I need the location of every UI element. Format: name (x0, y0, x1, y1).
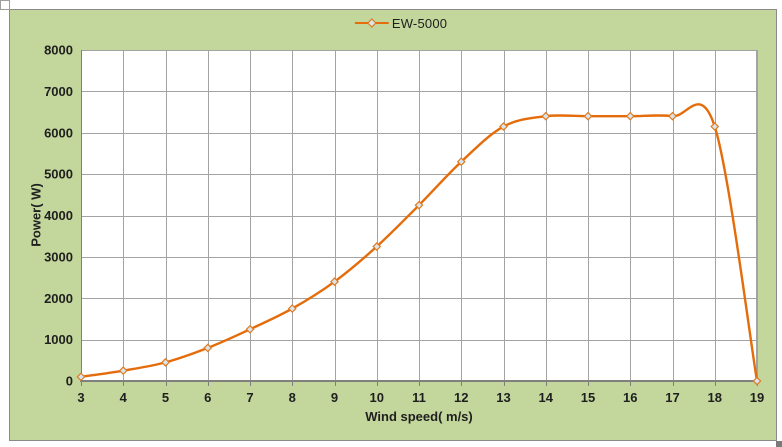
svg-text:5: 5 (162, 390, 169, 405)
data-point-marker[interactable] (245, 324, 255, 334)
data-point-marker[interactable] (583, 111, 593, 121)
svg-text:0: 0 (66, 374, 73, 389)
svg-text:14: 14 (539, 390, 554, 405)
x-axis-title: Wind speed( m/s) (365, 409, 473, 424)
svg-text:5000: 5000 (44, 167, 73, 182)
data-point-marker[interactable] (414, 200, 424, 210)
data-point-marker[interactable] (161, 357, 170, 367)
svg-text:12: 12 (454, 390, 468, 405)
svg-text:10: 10 (370, 390, 384, 405)
svg-text:3000: 3000 (44, 249, 73, 264)
svg-text:2000: 2000 (44, 291, 73, 306)
data-point-marker[interactable] (668, 111, 677, 121)
svg-text:7000: 7000 (44, 84, 73, 99)
chart-area[interactable]: 3 4 5 6 7 8 9 10 11 12 13 14 15 16 17 18 19 0 1000 2000 3000… (9, 9, 777, 441)
svg-text:7: 7 (246, 390, 253, 405)
data-point-marker[interactable] (499, 122, 508, 131)
data-point-marker[interactable] (710, 122, 720, 131)
svg-text:8: 8 (289, 390, 296, 405)
selection-handle-top-left[interactable] (0, 0, 10, 10)
data-point-marker[interactable] (625, 111, 635, 121)
data-point-marker[interactable] (752, 376, 762, 386)
svg-text:6: 6 (204, 390, 211, 405)
svg-text:4000: 4000 (44, 208, 73, 223)
legend-label: EW-5000 (391, 15, 448, 31)
legend[interactable]: EW-5000 (354, 15, 448, 31)
selection-handle-bottom-right[interactable] (776, 441, 782, 447)
data-point-marker[interactable] (456, 157, 466, 167)
data-point-marker[interactable] (330, 277, 339, 287)
chart-plot-svg: 3 4 5 6 7 8 9 10 11 12 13 14 15 16 17 18 19 0 1000 2000 3000… (44, 43, 764, 406)
svg-text:9: 9 (331, 390, 338, 405)
x-tick-labels: 3 4 5 6 7 8 9 10 11 12 13 14 15 16 17 18 19 (77, 390, 764, 405)
data-point-marker[interactable] (118, 366, 128, 376)
svg-text:8000: 8000 (44, 43, 73, 58)
y-axis-title: Power( W) (28, 183, 44, 247)
legend-series-sample-icon (354, 18, 389, 28)
data-point-marker[interactable] (372, 242, 382, 251)
svg-text:6000: 6000 (44, 125, 73, 140)
svg-text:15: 15 (581, 390, 595, 405)
svg-text:3: 3 (77, 390, 84, 405)
svg-text:1000: 1000 (44, 332, 73, 347)
y-tick-labels: 0 1000 2000 3000 4000 5000 6000 7000 8000 (44, 43, 73, 389)
data-point-marker[interactable] (203, 343, 213, 353)
data-point-marker[interactable] (76, 372, 86, 382)
data-point-marker[interactable] (287, 304, 297, 314)
svg-text:17: 17 (665, 390, 679, 405)
svg-text:18: 18 (708, 390, 722, 405)
svg-text:16: 16 (623, 390, 637, 405)
svg-text:19: 19 (750, 390, 764, 405)
series-markers[interactable] (76, 111, 762, 386)
svg-text:13: 13 (496, 390, 510, 405)
svg-text:11: 11 (412, 390, 426, 405)
svg-text:4: 4 (120, 390, 128, 405)
data-point-marker[interactable] (541, 111, 551, 121)
x-axis-ticks (81, 382, 758, 386)
